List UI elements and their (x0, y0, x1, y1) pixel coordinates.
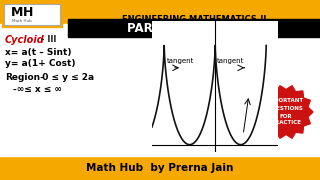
Polygon shape (259, 86, 313, 138)
Text: y= a(1+ Cost): y= a(1+ Cost) (5, 60, 76, 69)
Text: M: M (11, 6, 23, 19)
Bar (2, 2, 62, 27)
Text: Region-: Region- (5, 73, 44, 82)
Text: PRACTICE: PRACTICE (271, 120, 301, 125)
Bar (68, 19, 320, 37)
Text: FOR: FOR (280, 114, 292, 118)
Text: IMPORTANT: IMPORTANT (268, 98, 304, 104)
Text: QUESTIONS: QUESTIONS (268, 105, 304, 111)
Text: H: H (23, 6, 33, 19)
Text: Math Hub: Math Hub (12, 19, 32, 24)
Text: tangent: tangent (217, 58, 244, 64)
Bar (4, 4, 60, 25)
Text: ENGINEERING MATHEMATICS-II: ENGINEERING MATHEMATICS-II (122, 15, 266, 24)
Text: -∞≤ x ≤ ∞: -∞≤ x ≤ ∞ (13, 86, 62, 94)
Text: Cycloid: Cycloid (5, 35, 45, 45)
Text: tangent: tangent (167, 58, 194, 64)
Text: x= a(t – Sint): x= a(t – Sint) (5, 48, 71, 57)
Bar (0, 24, 320, 156)
FancyBboxPatch shape (4, 4, 60, 25)
Circle shape (264, 90, 308, 134)
Text: PARAMETRIC CURVE: PARAMETRIC CURVE (127, 21, 261, 35)
Text: 0 ≤ y ≤ 2a: 0 ≤ y ≤ 2a (36, 73, 94, 82)
Text: Math Hub  by Prerna Jain: Math Hub by Prerna Jain (86, 163, 234, 173)
Text: - III: - III (38, 35, 56, 44)
